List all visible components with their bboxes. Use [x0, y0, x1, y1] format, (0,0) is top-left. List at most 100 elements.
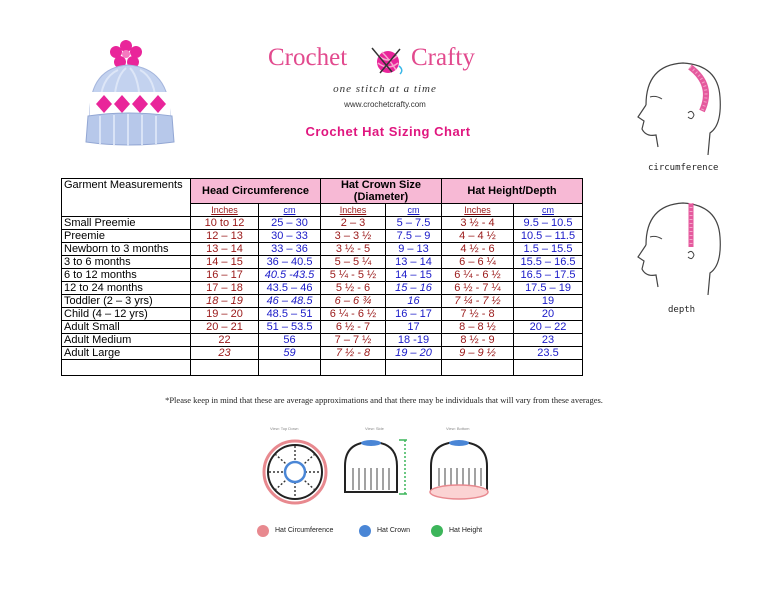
measurement-cell: 1.5 – 15.5 [513, 242, 583, 256]
measurement-cell: 19 – 20 [190, 307, 259, 321]
crown-legend-dot [359, 525, 371, 537]
depth-caption: depth [668, 305, 696, 315]
garment-cell: 12 to 24 months [61, 281, 191, 295]
table-row: Newborn to 3 months 13 – 14 33 – 36 3 ½ - 5… [61, 242, 583, 256]
measurement-cell: 17.5 – 19 [513, 281, 583, 295]
side-view-hat-icon [344, 439, 407, 495]
measurement-cell: 48.5 – 51 [258, 307, 321, 321]
unit-header: cm [513, 203, 583, 217]
table-row: Adult Small 20 – 21 51 – 53.5 6 ½ - 7 17 8 – … [61, 320, 583, 334]
measurement-cell: 23 [190, 346, 259, 360]
measurement-cell: 6 ¼ - 6 ½ [320, 307, 386, 321]
garment-header: Garment Measurements [61, 178, 191, 217]
measurement-cell: 3 – 3 ½ [320, 229, 386, 243]
measurement-cell: 33 – 36 [258, 242, 321, 256]
measurement-cell: 14 – 15 [385, 268, 442, 282]
measurement-cell: 20 – 22 [513, 320, 583, 334]
table-row: Toddler (2 – 3 yrs) 18 – 19 46 – 48.5 6 – 6… [61, 294, 583, 308]
height-legend-dot [431, 525, 443, 537]
measurement-cell: 8 ½ - 9 [441, 333, 514, 347]
measurement-cell: 2 – 3 [320, 216, 386, 230]
measurement-cell: 16 – 17 [385, 307, 442, 321]
legend-label: Hat Circumference [275, 527, 334, 534]
measurement-cell: 16.5 – 17.5 [513, 268, 583, 282]
measurement-cell: 3 ½ - 4 [441, 216, 514, 230]
measurement-cell: 36 – 40.5 [258, 255, 321, 269]
unit-header: cm [385, 203, 442, 217]
garment-cell: Preemie [61, 229, 191, 243]
garment-cell: 3 to 6 months [61, 255, 191, 269]
measurement-cell: 17 [385, 320, 442, 334]
measurement-cell: 5 – 5 ¼ [320, 255, 386, 269]
measurement-cell: 22 [190, 333, 259, 347]
measurement-cell: 6 ½ - 7 [320, 320, 386, 334]
measurement-cell: 25 – 30 [258, 216, 321, 230]
table-row: Child (4 – 12 yrs) 19 – 20 48.5 – 51 6 ¼ - … [61, 307, 583, 321]
flower-icon [110, 40, 142, 68]
measurement-cell: 5 – 7.5 [385, 216, 442, 230]
measurement-cell: 8 – 8 ½ [441, 320, 514, 334]
measurement-cell: 19 – 20 [385, 346, 442, 360]
table-header-row: Garment Measurements Head Circumference … [61, 178, 583, 217]
view-label: View: Bottom [446, 426, 470, 431]
legend: Hat Circumference Hat Crown Hat Height [257, 525, 507, 539]
website-url: www.crochetcrafty.com [344, 100, 426, 109]
table-row: Adult Medium 22 56 7 – 7 ½ 18 -19 8 ½ - 9 23 [61, 333, 583, 347]
unit-header: cm [258, 203, 321, 217]
garment-cell: Adult Medium [61, 333, 191, 347]
garment-cell: Small Preemie [61, 216, 191, 230]
measurement-cell: 5 ½ - 6 [320, 281, 386, 295]
measurement-cell: 43.5 – 46 [258, 281, 321, 295]
measurement-cell: 9 – 13 [385, 242, 442, 256]
head-circumference-illustration [628, 55, 738, 160]
unit-header: Inches [190, 203, 259, 217]
sizing-table: Garment Measurements Head Circumference … [61, 178, 583, 376]
measurement-cell: 6 – 6 ¾ [320, 294, 386, 308]
height-depth-header: Hat Height/Depth [441, 178, 583, 204]
measurement-cell: 4 ½ - 6 [441, 242, 514, 256]
measurement-cell: 6 – 6 ¼ [441, 255, 514, 269]
head-depth-illustration [628, 195, 738, 300]
hat-diagrams [262, 439, 489, 505]
measurement-cell: 59 [258, 346, 321, 360]
measurement-cell: 7 – 7 ½ [320, 333, 386, 347]
measurement-cell: 14 – 15 [190, 255, 259, 269]
circumference-caption: circumference [648, 163, 719, 173]
measurement-cell: 23 [513, 333, 583, 347]
measurement-cell: 20 – 21 [190, 320, 259, 334]
measurement-cell: 15 – 16 [385, 281, 442, 295]
crown-size-header: Hat Crown Size (Diameter) [320, 178, 442, 204]
measurement-cell: 19 [513, 294, 583, 308]
hat-illustration [78, 38, 188, 153]
measurement-cell: 13 – 14 [190, 242, 259, 256]
unit-header: Inches [320, 203, 386, 217]
measurement-cell: 10 to 12 [190, 216, 259, 230]
garment-cell: Child (4 – 12 yrs) [61, 307, 191, 321]
measurement-cell: 6 ½ - 7 ¼ [441, 281, 514, 295]
brand-word-2: Crafty [411, 44, 475, 71]
measurement-cell: 18 -19 [385, 333, 442, 347]
legend-label: Hat Height [449, 527, 483, 534]
unit-header: Inches [441, 203, 514, 217]
brand-logo: Crochet Crafty [268, 44, 500, 80]
head-circumference-header: Head Circumference [190, 178, 321, 204]
garment-cell: Toddler (2 – 3 yrs) [61, 294, 191, 308]
measurement-cell: 30 – 33 [258, 229, 321, 243]
measurement-cell: 9.5 – 10.5 [513, 216, 583, 230]
measurement-cell: 4 – 4 ½ [441, 229, 514, 243]
measurement-cell: 16 [385, 294, 442, 308]
tagline: one stitch at a time [333, 83, 437, 95]
garment-cell: 6 to 12 months [61, 268, 191, 282]
table-row: 3 to 6 months 14 – 15 36 – 40.5 5 – 5 ¼ 13 –… [61, 255, 583, 269]
measurement-cell: 7.5 – 9 [385, 229, 442, 243]
measurement-cell: 40.5 -43.5 [258, 268, 321, 282]
measurement-cell: 7 ¼ - 7 ½ [441, 294, 514, 308]
measurement-cell: 7 ½ - 8 [441, 307, 514, 321]
measurement-cell: 23.5 [513, 346, 583, 360]
measurement-cell: 51 – 53.5 [258, 320, 321, 334]
view-label: View: Side [365, 426, 384, 431]
measurement-cell: 20 [513, 307, 583, 321]
table-row: 12 to 24 months 17 – 18 43.5 – 46 5 ½ - 6 15… [61, 281, 583, 295]
